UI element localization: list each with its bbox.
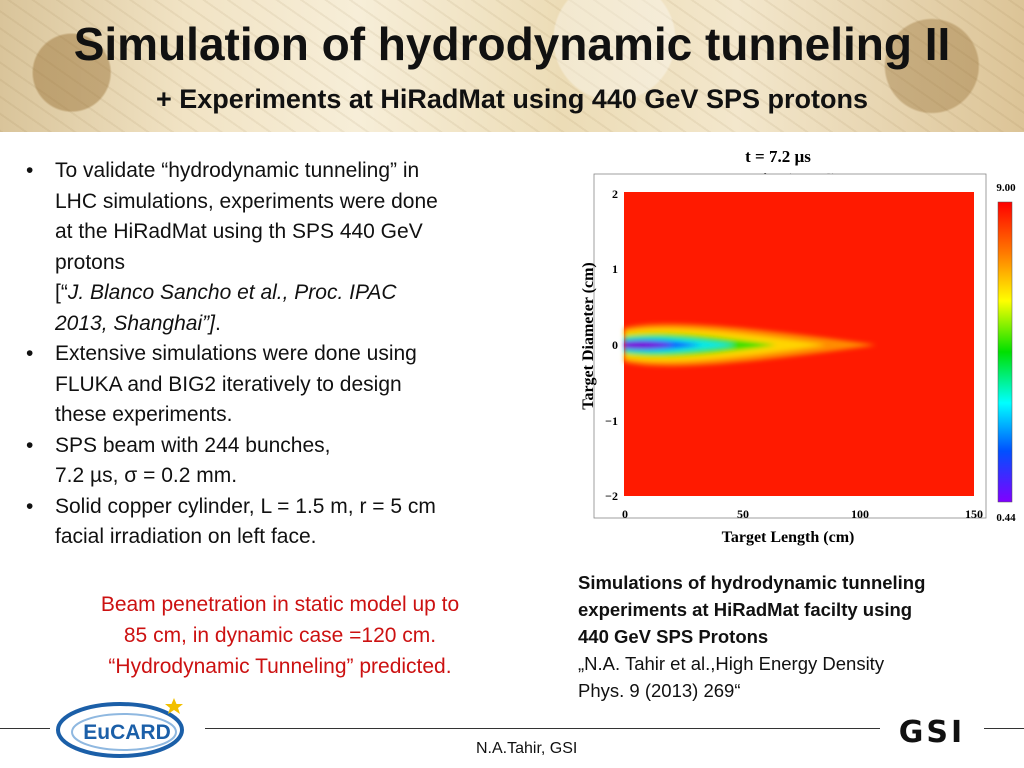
tunnel-contours <box>624 324 876 366</box>
gsi-logo-text: GSI <box>899 715 965 748</box>
x-tick-label: 50 <box>737 507 749 521</box>
contour-core <box>624 341 674 349</box>
reference-bracket: [“ <box>55 281 68 304</box>
bullet-list: To validate “hydrodynamic tunneling” in … <box>22 156 542 553</box>
y-tick-label: 1 <box>612 262 618 276</box>
time-label: t = 7.2 µs <box>745 147 811 166</box>
colorbar <box>997 201 1013 503</box>
density-plot: t = 7.2 µs Density (g/cm³) 2 1 0 −1 −2 0… <box>580 147 1016 546</box>
bullet-item: Extensive simulations were done using FL… <box>22 339 542 431</box>
conclusion-line: Beam penetration in static model up to <box>100 593 460 616</box>
y-tick-label: 0 <box>612 338 618 352</box>
caption-line: Simulations of hydrodynamic tunneling <box>578 572 926 593</box>
bullet-line: at the HiRadMat using th SPS 440 GeV <box>55 220 423 243</box>
bullet-line: LHC simulations, experiments were done <box>55 189 438 213</box>
footer-author: N.A.Tahir, GSI <box>476 740 578 757</box>
x-tick-label: 0 <box>622 507 628 521</box>
conclusion-line: “Hydrodynamic Tunneling” predicted. <box>108 655 452 678</box>
y-axis-label: Target Diameter (cm) <box>580 262 597 410</box>
caption-line: 440 GeV SPS Protons <box>578 626 769 647</box>
eucard-logo: EuCARD <box>56 698 184 758</box>
bullet-line: Extensive simulations were done using <box>55 342 417 365</box>
y-tick-label: −1 <box>605 414 618 428</box>
x-ticks: 0 50 100 150 <box>622 507 983 521</box>
colorbar-max-label: 9.00 <box>996 182 1016 194</box>
bullet-item: Solid copper cylinder, L = 1.5 m, r = 5 … <box>22 492 542 553</box>
y-tick-label: 2 <box>612 187 618 201</box>
slide-title: Simulation of hydrodynamic tunneling II <box>73 18 951 70</box>
footer-rule-center <box>205 728 880 729</box>
conclusion-text: Beam penetration in static model up to 8… <box>30 589 530 682</box>
bullet-line: FLUKA and BIG2 iteratively to design <box>55 372 402 396</box>
reference-text: J. Blanco Sancho et al., Proc. IPAC <box>67 281 397 304</box>
bullet-item: To validate “hydrodynamic tunneling” in … <box>22 156 542 339</box>
caption-reference: „N.A. Tahir et al.,High Energy Density <box>578 653 885 674</box>
footer-rule-left <box>0 728 50 729</box>
x-axis-label: Target Length (cm) <box>722 529 855 546</box>
bullet-line: facial irradiation on left face. <box>55 525 317 548</box>
x-tick-label: 150 <box>965 507 983 521</box>
bullet-line: protons <box>55 250 126 274</box>
bullet-line: these experiments. <box>55 403 233 426</box>
reference-text: 2013, Shanghai”] <box>55 311 215 335</box>
footer-rule-right <box>984 728 1024 729</box>
colorbar-min-label: 0.44 <box>996 512 1016 524</box>
conclusion-line: 85 cm, in dynamic case =120 cm. <box>123 624 437 647</box>
eucard-logo-text: EuCARD <box>83 721 171 744</box>
figure-caption: Simulations of hydrodynamic tunneling ex… <box>578 569 1008 704</box>
caption-line: experiments at HiRadMat facilty using <box>578 599 913 620</box>
reference-bracket: . <box>214 311 221 335</box>
bullet-line: SPS beam with 244 bunches, <box>55 433 331 457</box>
y-ticks: 2 1 0 −1 −2 <box>605 187 618 503</box>
title-banner <box>0 0 1024 132</box>
x-tick-label: 100 <box>851 507 869 521</box>
y-tick-label: −2 <box>605 489 618 503</box>
bullet-line: To validate “hydrodynamic tunneling” in <box>55 159 420 182</box>
slide-subtitle: + Experiments at HiRadMat using 440 GeV … <box>156 84 868 114</box>
bullet-line: 7.2 µs, σ = 0.2 mm. <box>55 464 238 487</box>
bullet-item: SPS beam with 244 bunches, 7.2 µs, σ = 0… <box>22 431 542 492</box>
caption-reference: Phys. 9 (2013) 269“ <box>578 680 741 701</box>
gsi-logo: GSI <box>899 715 965 748</box>
bullet-line: Solid copper cylinder, L = 1.5 m, r = 5 … <box>55 494 436 518</box>
